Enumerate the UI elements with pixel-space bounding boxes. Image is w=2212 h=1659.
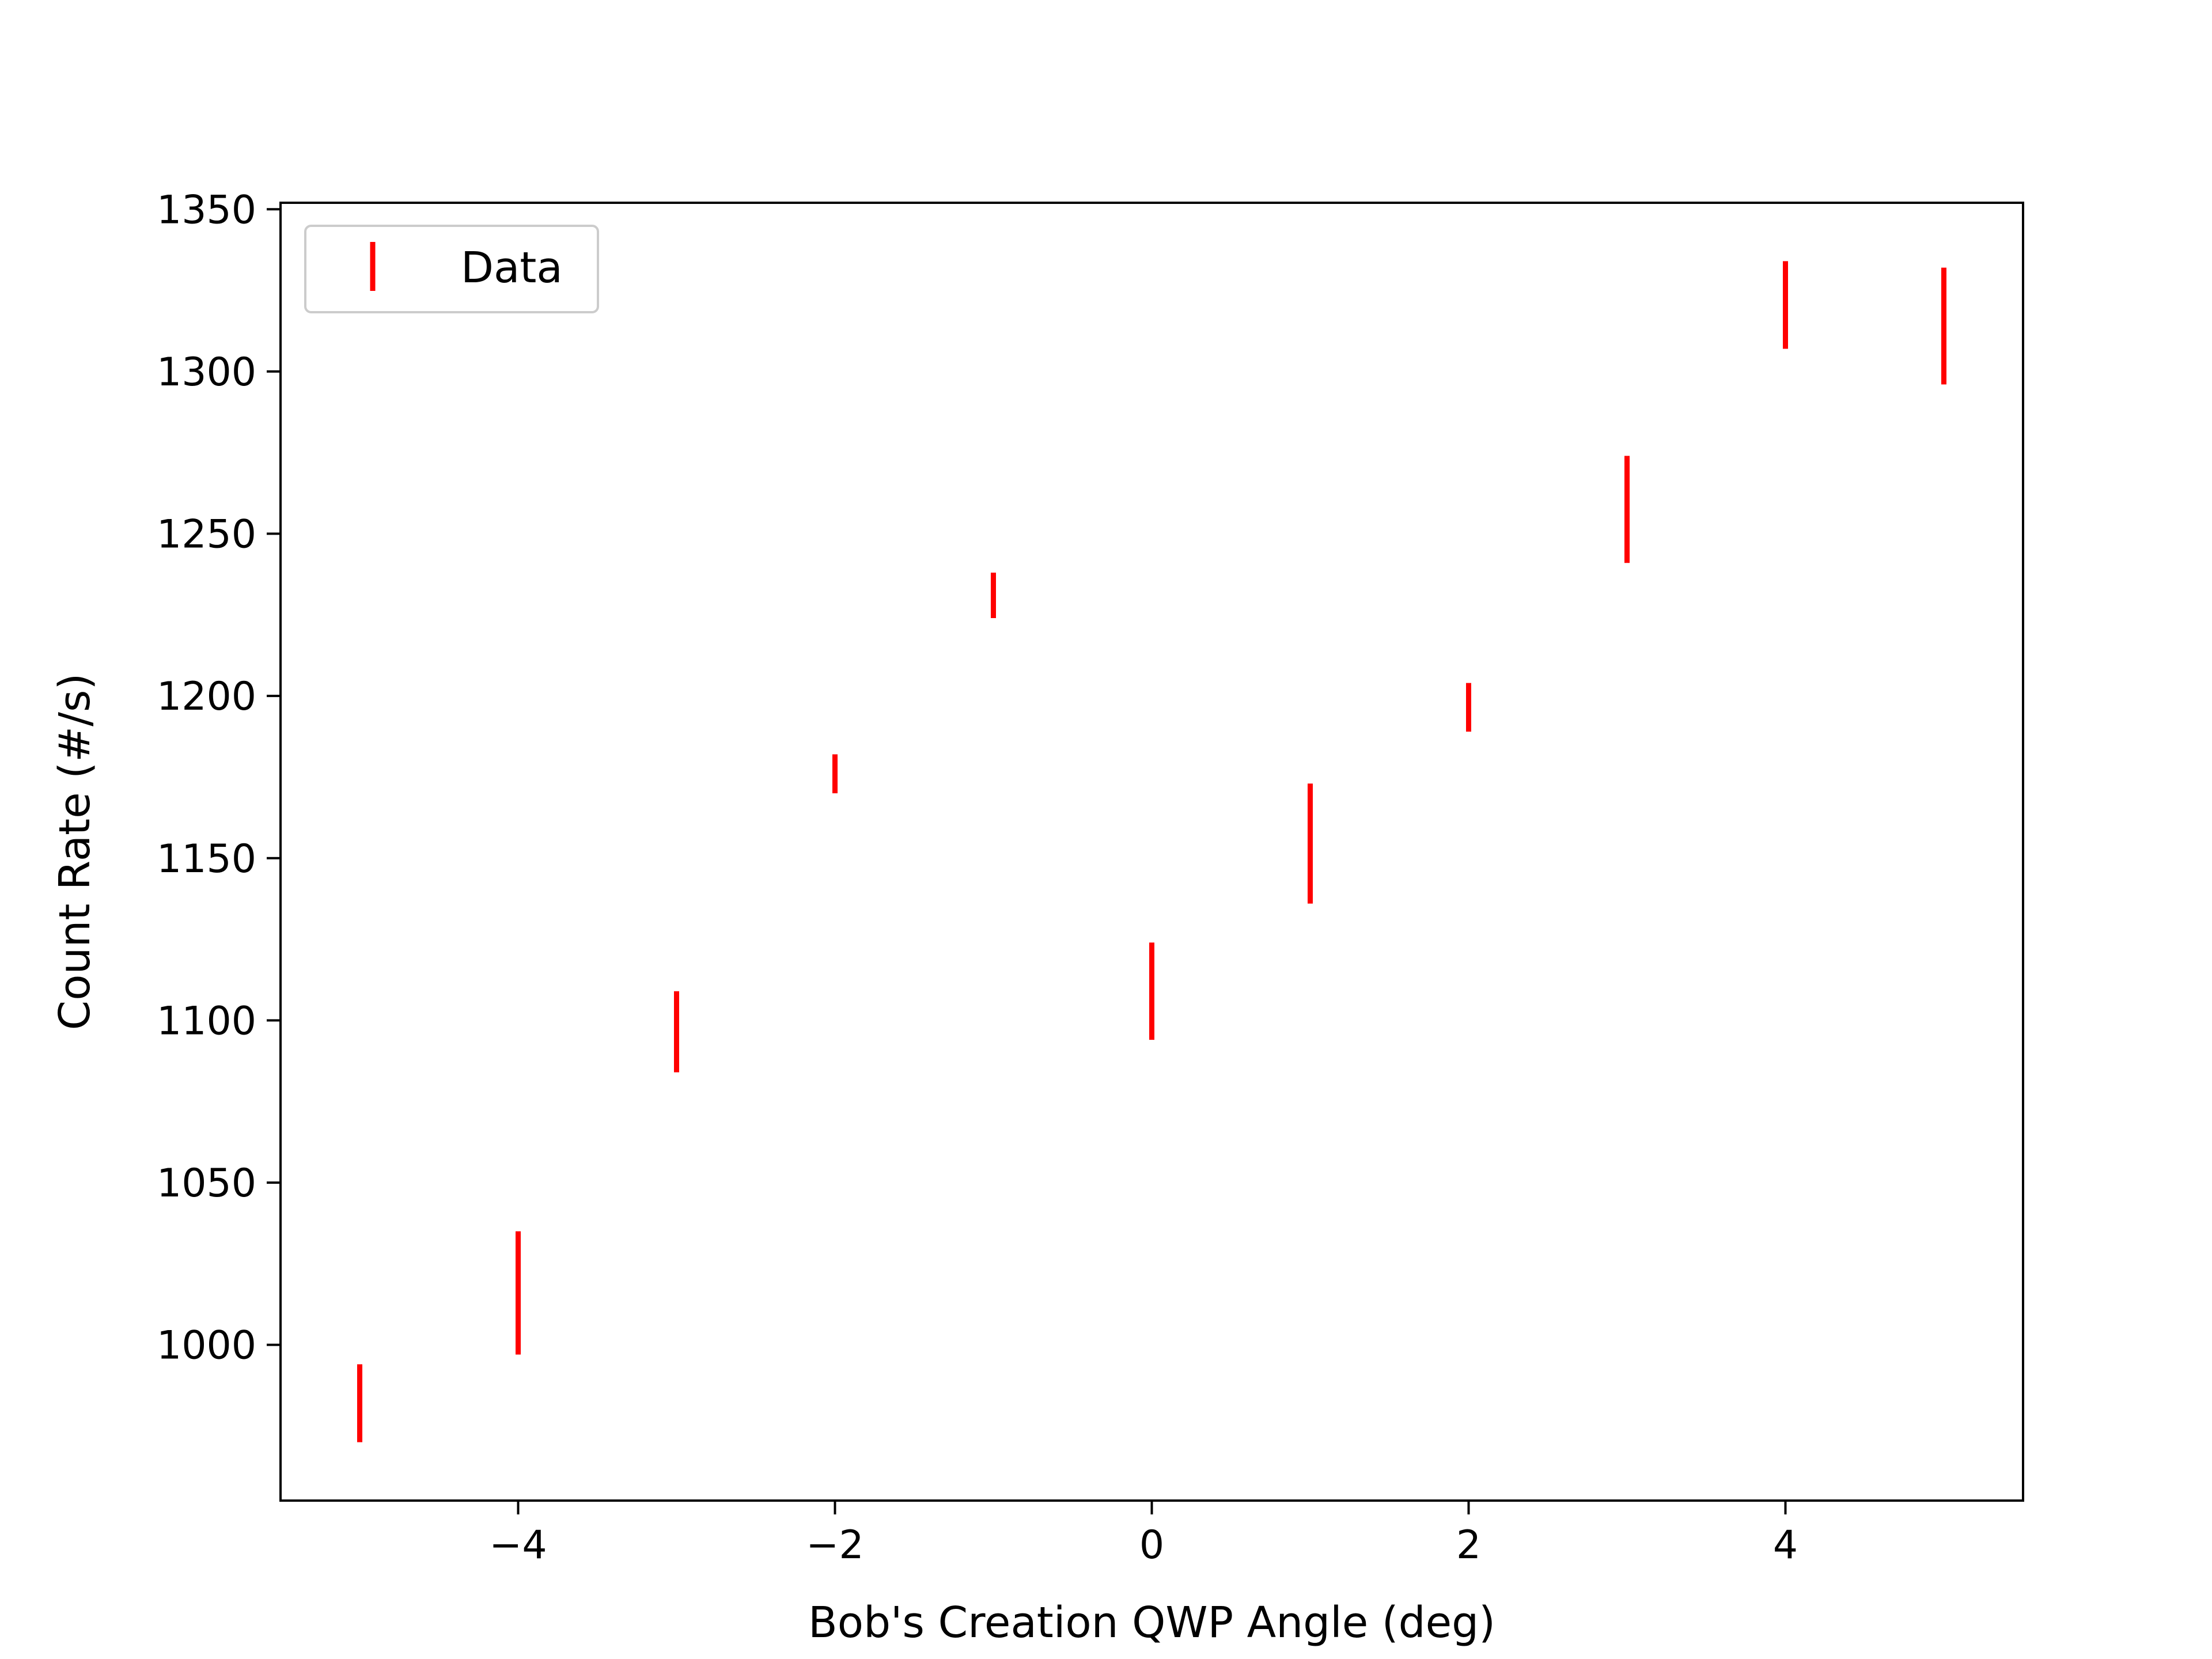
x-axis-label: Bob's Creation QWP Angle (deg)	[808, 1598, 1495, 1647]
y-tick-label: 1150	[157, 836, 256, 882]
y-tick-label: 1100	[157, 998, 256, 1044]
x-tick-label: −2	[806, 1522, 863, 1568]
legend: Data	[304, 225, 599, 313]
x-tick-label: 4	[1773, 1522, 1798, 1568]
y-tick-label: 1050	[157, 1161, 256, 1206]
y-axis: 1000 1050 1100 1150 1200 1250 1300 1350	[157, 187, 281, 1369]
x-axis: −4 −2 0 2 4	[489, 1501, 1798, 1568]
axes-frame	[279, 202, 2024, 1502]
y-tick-label: 1250	[157, 512, 256, 558]
plot-area	[357, 261, 1946, 1442]
y-tick-label: 1300	[157, 350, 256, 395]
y-tick-label: 1200	[157, 674, 256, 719]
legend-label: Data	[461, 243, 563, 293]
x-tick-label: 0	[1139, 1522, 1164, 1568]
y-tick-label: 1000	[157, 1323, 256, 1369]
x-tick-label: −4	[489, 1522, 547, 1568]
y-tick-label: 1350	[157, 187, 256, 233]
legend-box	[304, 225, 599, 313]
y-axis-label: Count Rate (#/s)	[50, 673, 100, 1031]
x-tick-label: 2	[1456, 1522, 1481, 1568]
